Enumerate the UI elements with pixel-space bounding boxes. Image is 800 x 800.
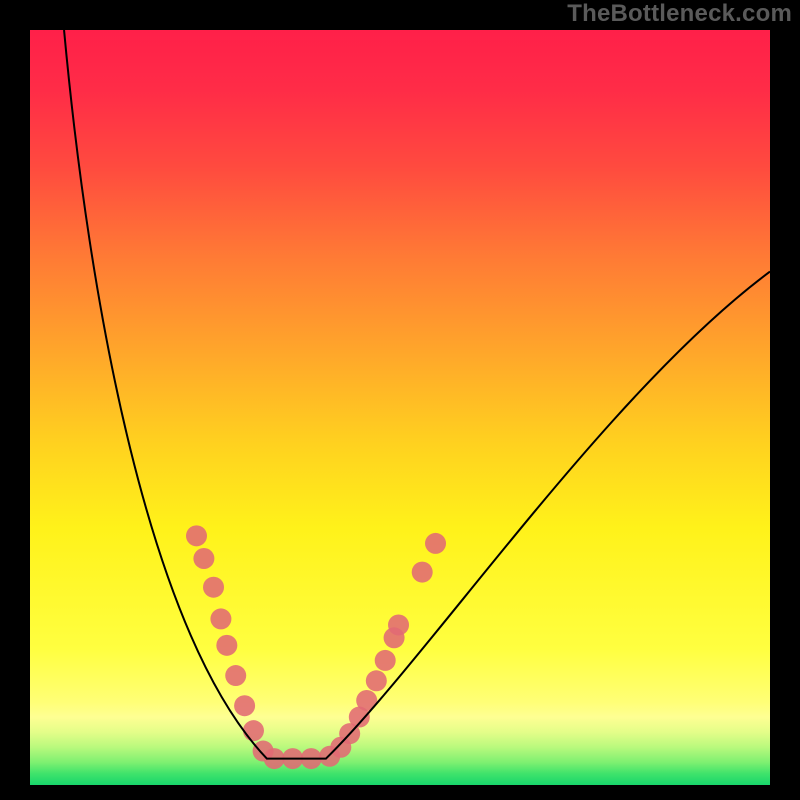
marker-dot [425,533,446,554]
marker-dot [388,614,409,635]
marker-dot [234,695,255,716]
chart-svg [0,0,800,800]
marker-dot [216,635,237,656]
marker-dot [366,670,387,691]
marker-dot [412,562,433,583]
gradient-background [30,30,770,785]
watermark-text: TheBottleneck.com [567,0,792,28]
marker-dot [203,577,224,598]
marker-dot [186,525,207,546]
marker-dot [193,548,214,569]
marker-dot [375,650,396,671]
marker-dot [243,720,264,741]
chart-frame: TheBottleneck.com [0,0,800,800]
marker-dot [210,608,231,629]
marker-dot [225,665,246,686]
